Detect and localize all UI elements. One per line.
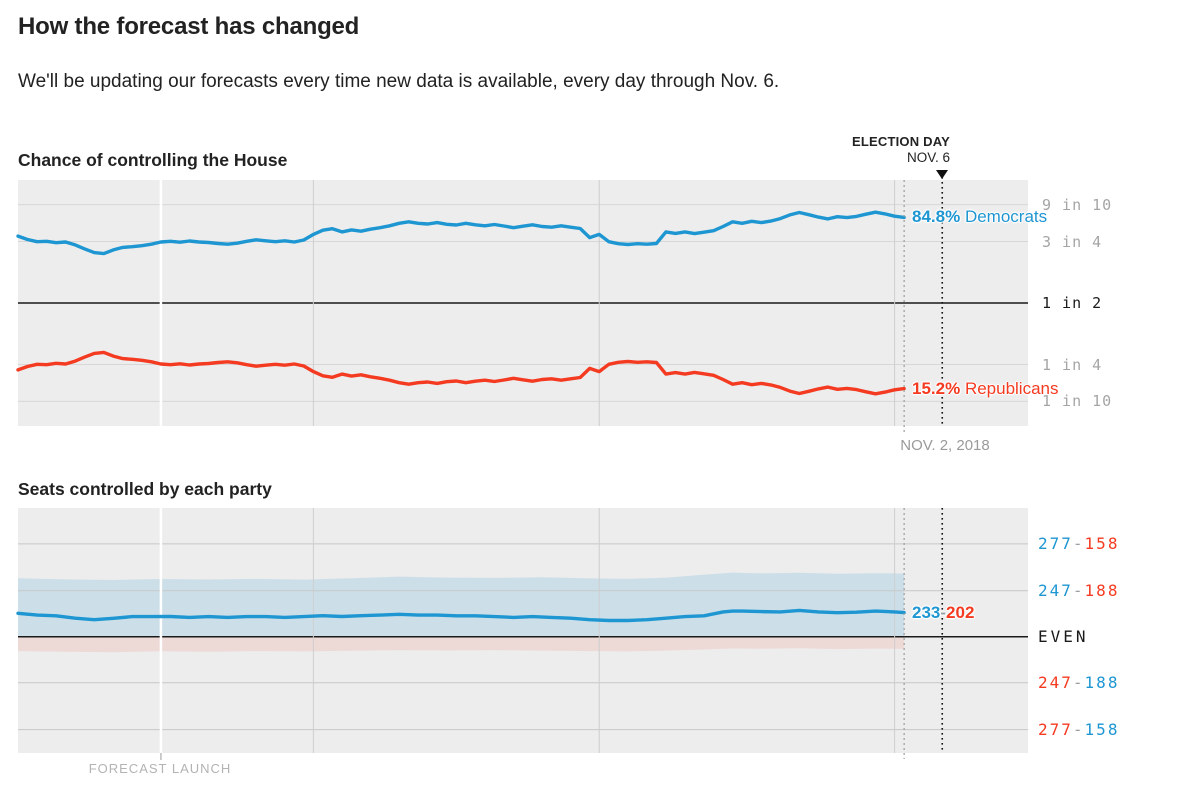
seats-tick-even: EVEN xyxy=(1038,627,1089,647)
democrats-chance-value: 84.8% xyxy=(912,207,961,227)
prob-tick-9in10: 9 in 10 xyxy=(1042,195,1113,214)
seats-tick-247-188-rep: 247-188 xyxy=(1038,673,1120,693)
last-update-date: NOV. 2, 2018 xyxy=(900,437,990,454)
election-day-date: NOV. 6 xyxy=(906,150,950,165)
prob-tick-3in4: 3 in 4 xyxy=(1042,232,1103,251)
prob-tick-1in2: 1 in 2 xyxy=(1042,294,1103,312)
seat-label-separator: - xyxy=(940,602,947,622)
tick-separator: - xyxy=(1072,673,1085,693)
republicans-chance-value: 15.2% xyxy=(912,378,961,398)
seat-margin-chart xyxy=(16,508,1028,760)
prob-tick-1in10: 1 in 10 xyxy=(1042,392,1113,411)
republicans-current-chance: 15.2% Republicans xyxy=(912,379,1059,399)
tick-separator: - xyxy=(1072,720,1085,740)
tick-separator: - xyxy=(1072,581,1085,601)
seats-tick-277-158-rep: 277-158 xyxy=(1038,720,1120,740)
seats-chart-title: Seats controlled by each party xyxy=(18,479,272,499)
election-day-marker-icon xyxy=(936,170,948,179)
tick-separator: - xyxy=(1072,534,1085,554)
current-seat-forecast: 233-202 xyxy=(912,602,975,622)
house-chart-title: Chance of controlling the House xyxy=(18,150,288,170)
page-subtitle: We'll be updating our forecasts every ti… xyxy=(18,71,780,92)
prob-tick-1in4: 1 in 4 xyxy=(1042,355,1103,374)
republicans-chance-party: Republicans xyxy=(964,378,1059,398)
page-title: How the forecast has changed xyxy=(18,13,360,40)
house-control-chart xyxy=(16,172,1028,432)
seats-tick-277-158-dem: 277-158 xyxy=(1038,534,1120,554)
forecast-launch-label: FORECAST LAUNCH xyxy=(88,761,232,776)
election-day-annotation: ELECTION DAY NOV. 6 xyxy=(852,134,950,166)
democrats-chance-party: Democrats xyxy=(964,207,1048,227)
democrats-current-chance: 84.8% Democrats xyxy=(912,207,1047,227)
seats-tick-247-188-dem: 247-188 xyxy=(1038,581,1120,601)
election-day-label: ELECTION DAY xyxy=(852,134,950,149)
